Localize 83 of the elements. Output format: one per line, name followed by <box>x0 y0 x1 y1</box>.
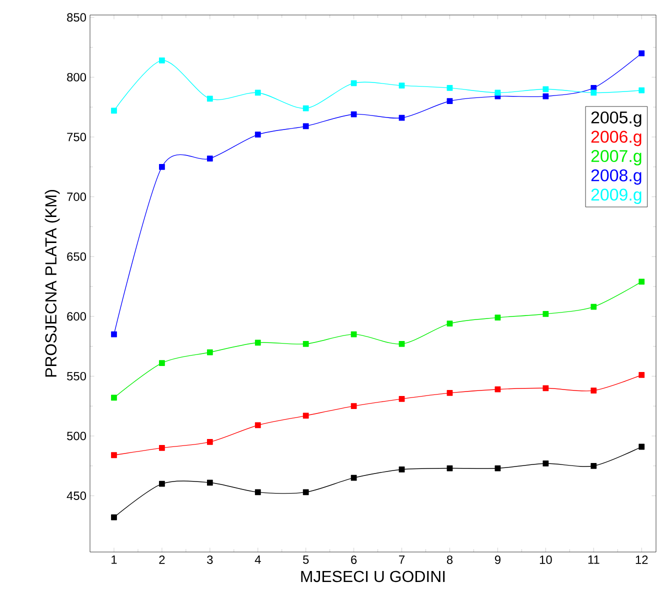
point <box>254 90 261 96</box>
point <box>206 96 213 102</box>
point <box>111 514 117 520</box>
point <box>398 114 405 121</box>
x-tick-label: 2 <box>159 556 165 564</box>
point <box>111 394 117 401</box>
point <box>302 123 309 130</box>
text: 2005.g <box>591 111 642 127</box>
point <box>446 390 453 396</box>
point <box>206 349 213 356</box>
point <box>206 439 213 445</box>
point <box>350 80 357 86</box>
point <box>446 98 453 104</box>
point <box>302 340 309 347</box>
point <box>638 87 645 94</box>
y-tick-label: 650 <box>67 252 86 261</box>
point <box>590 462 597 469</box>
text: 2009.g <box>591 188 642 204</box>
point <box>542 460 549 466</box>
y-tick-label: 550 <box>67 372 86 380</box>
x-tick-label: 11 <box>588 556 600 564</box>
point <box>206 156 213 162</box>
x-tick-label: 12 <box>636 556 648 564</box>
point <box>350 111 357 118</box>
point <box>159 58 165 64</box>
point <box>542 311 549 317</box>
point <box>542 86 549 92</box>
x-tick-label: 5 <box>303 556 309 564</box>
point <box>254 340 261 346</box>
point <box>638 372 645 378</box>
point <box>159 480 165 487</box>
y-tick-label: 700 <box>67 192 86 202</box>
point <box>446 320 453 326</box>
point <box>494 386 501 392</box>
point <box>638 444 645 450</box>
point <box>542 385 549 392</box>
point <box>302 412 309 419</box>
y-axis-title: PROSJECNA PLATA (KM) <box>44 190 60 377</box>
point <box>302 105 309 112</box>
point <box>398 82 405 88</box>
point <box>590 388 597 394</box>
x-tick-label: 7 <box>399 556 405 564</box>
point <box>350 331 357 338</box>
x-tick-label: 6 <box>351 556 357 564</box>
x-tick-label: 3 <box>207 556 213 564</box>
point <box>590 304 597 310</box>
point <box>159 164 165 170</box>
point <box>398 466 405 472</box>
point <box>542 93 549 100</box>
y-tick-label: 600 <box>67 312 86 321</box>
point <box>111 108 117 114</box>
point <box>111 331 117 338</box>
text: 2008.g <box>591 169 642 185</box>
y-tick-label: 800 <box>67 72 86 82</box>
point <box>302 489 309 496</box>
x-tick-label: 9 <box>494 556 500 564</box>
point <box>494 314 501 321</box>
x-tick-label: 4 <box>254 556 261 564</box>
x-axis-title: MJESECI U GODINI <box>301 570 445 582</box>
point <box>254 422 261 428</box>
point <box>254 489 261 496</box>
y-tick-label: 750 <box>67 132 86 142</box>
text: 2007.g <box>591 150 642 166</box>
point <box>350 474 357 481</box>
point <box>350 403 357 410</box>
point <box>254 132 261 138</box>
point <box>398 340 405 347</box>
point <box>590 90 597 96</box>
point <box>638 278 645 285</box>
point <box>638 50 645 56</box>
y-tick-label: 500 <box>67 432 86 440</box>
point <box>159 445 165 451</box>
text: 2006.g <box>591 130 642 146</box>
point <box>446 85 453 91</box>
point <box>206 480 213 486</box>
point <box>111 452 117 458</box>
x-tick-label: 10 <box>540 556 552 564</box>
x-tick-label: 8 <box>446 556 453 564</box>
x-tick-label: 1 <box>112 556 117 564</box>
y-tick-label: 850 <box>67 13 86 22</box>
point <box>398 396 405 402</box>
y-tick-label: 450 <box>66 492 86 500</box>
point <box>159 360 165 366</box>
